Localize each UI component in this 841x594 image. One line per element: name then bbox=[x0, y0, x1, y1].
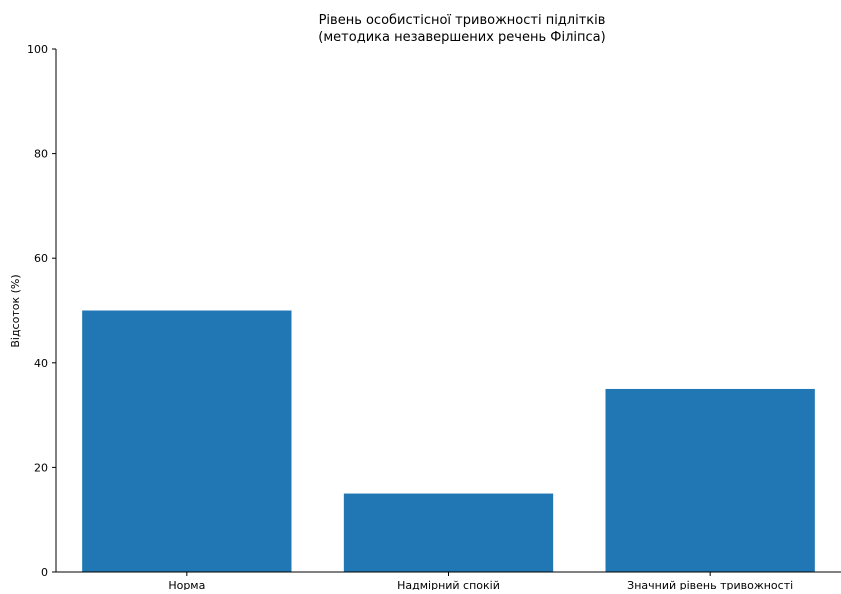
axes-layer: Норма Надмірний спокій Значний рівень трив… bbox=[27, 43, 841, 592]
bars-layer bbox=[82, 310, 815, 572]
x-tick-label: Норма bbox=[168, 579, 205, 590]
chart-title: Рівень особистісної тривожності підліткі… bbox=[319, 13, 606, 28]
y-tick-label: 100 bbox=[27, 43, 48, 56]
bar-2 bbox=[343, 493, 554, 572]
y-tick-label: 0 bbox=[41, 566, 48, 579]
chart-subtitle: (методика незавершених речень Філіпса) bbox=[318, 30, 605, 45]
y-tick-label: 20 bbox=[34, 461, 48, 474]
x-tick-label: Значний рівень тривожності bbox=[627, 579, 793, 590]
bar-1 bbox=[82, 310, 292, 572]
y-axis-label: Відсоток (%) bbox=[9, 274, 22, 347]
y-tick-label: 40 bbox=[34, 357, 48, 370]
x-tick-label: Надмірний спокій bbox=[397, 579, 500, 590]
y-tick-label: 60 bbox=[34, 252, 48, 265]
bar-3 bbox=[605, 388, 815, 572]
y-tick-label: 80 bbox=[34, 148, 48, 161]
